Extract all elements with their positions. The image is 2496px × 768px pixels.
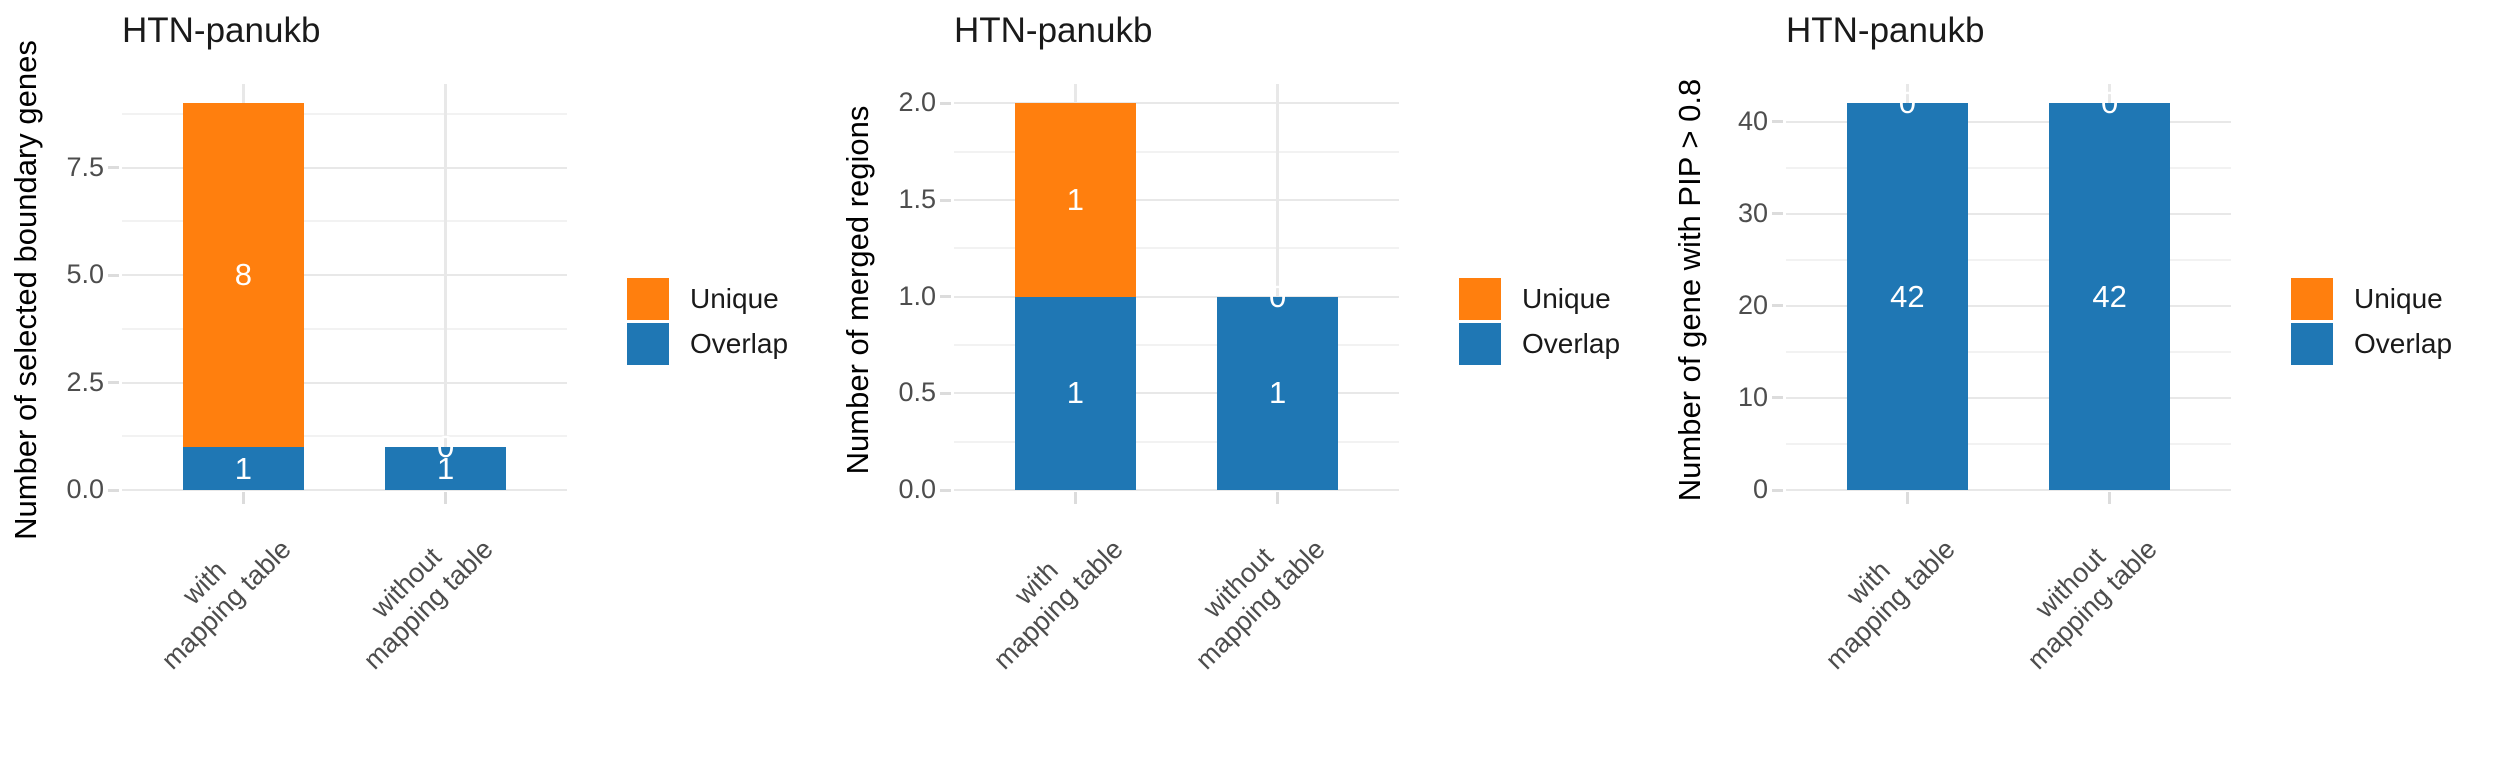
bar-value-label: 1 xyxy=(234,450,252,486)
y-tick-label: 40 xyxy=(1737,105,1768,136)
x-tick-mark xyxy=(1276,492,1280,504)
y-tick-label: 20 xyxy=(1737,289,1768,320)
x-tick-label: without mapping table xyxy=(336,512,500,676)
y-tick-label: 30 xyxy=(1737,197,1768,228)
x-tick-label: with mapping table xyxy=(1797,512,1961,676)
legend-swatch-unique xyxy=(2291,278,2333,320)
y-tick-label: 0.0 xyxy=(898,473,936,504)
chart-title: HTN-panukb xyxy=(954,11,1153,50)
bar-segment-overlap xyxy=(182,447,305,490)
bar-value-label: 42 xyxy=(1890,278,1925,314)
y-tick-label: 0 xyxy=(1752,473,1768,504)
x-tick-mark xyxy=(1905,492,1909,504)
bar-value-label: 0 xyxy=(2101,85,2119,121)
y-tick-mark xyxy=(1772,212,1783,216)
y-tick-mark xyxy=(108,166,119,170)
x-tick-label: without mapping table xyxy=(1168,512,1332,676)
legend-swatch-unique xyxy=(627,278,669,320)
y-tick-label: 7.5 xyxy=(66,151,104,182)
x-tick-label: with mapping table xyxy=(133,512,297,676)
y-axis-title: Number of gene with PIP > 0.8 xyxy=(1672,78,1707,502)
y-tick-mark xyxy=(1772,488,1783,492)
bar-value-label: 0 xyxy=(437,429,455,465)
y-tick-mark xyxy=(1772,396,1783,400)
bar-value-label: 8 xyxy=(234,257,252,293)
y-axis-title: Number of selected boundary genes xyxy=(8,40,43,540)
x-tick-mark xyxy=(444,492,448,504)
y-tick-label: 2.5 xyxy=(66,366,104,397)
legend-swatch-overlap xyxy=(2291,323,2333,365)
y-tick-mark xyxy=(108,488,119,492)
chart-title: HTN-panukb xyxy=(122,11,321,50)
chart-panel-1: 0.0 2.5 5.0 7.5 1 1 8 0 with mapping table without… xyxy=(0,0,832,768)
y-tick-label: 1.0 xyxy=(898,280,936,311)
y-tick-mark xyxy=(940,101,951,105)
bar-segment-overlap xyxy=(1014,296,1137,490)
bar-value-label: 0 xyxy=(1269,278,1287,314)
y-tick-label: 2.0 xyxy=(898,87,936,118)
y-tick-label: 10 xyxy=(1737,381,1768,412)
bar-value-label: 1 xyxy=(1269,375,1287,411)
y-tick-label: 5.0 xyxy=(66,259,104,290)
y-tick-mark xyxy=(108,273,119,277)
y-tick-mark xyxy=(1772,120,1783,124)
bar-value-label: 1 xyxy=(437,450,455,486)
x-tick-label: with mapping table xyxy=(965,512,1129,676)
bar-value-label: 1 xyxy=(1066,182,1084,217)
bar-value-label: 0 xyxy=(1898,85,1916,121)
x-tick-mark xyxy=(241,492,245,504)
bar-segment-overlap xyxy=(2048,103,2171,490)
y-tick-mark xyxy=(940,488,951,492)
x-tick-mark xyxy=(2108,492,2112,504)
legend-swatch-overlap xyxy=(1459,323,1501,365)
x-tick-mark xyxy=(1073,492,1077,504)
y-tick-label: 1.5 xyxy=(898,183,936,214)
chart-panel-2: 0.0 0.5 1.0 1.5 2.0 1 1 1 0 with mapping table with… xyxy=(832,0,1664,768)
legend-label-unique: Unique xyxy=(690,283,779,314)
bar-segment-unique xyxy=(1014,103,1137,297)
y-tick-label: 0.0 xyxy=(66,473,104,504)
x-tick-label: without mapping table xyxy=(2000,512,2164,676)
y-tick-mark xyxy=(940,391,951,395)
legend-swatch-overlap xyxy=(627,323,669,365)
legend-label-unique: Unique xyxy=(1522,283,1611,314)
bar-segment-overlap xyxy=(1216,296,1339,490)
legend-label-overlap: Overlap xyxy=(690,328,789,359)
chart-title: HTN-panukb xyxy=(1786,11,1985,50)
bar-segment-overlap xyxy=(384,447,507,490)
bar-value-label: 42 xyxy=(2092,278,2127,314)
y-tick-mark xyxy=(108,381,119,385)
y-tick-mark xyxy=(940,295,951,299)
bar-value-label: 1 xyxy=(1066,375,1084,411)
chart-panel-3: 0 10 20 30 40 42 42 0 0 with mapping table without m… xyxy=(1664,0,2496,768)
y-tick-label: 0.5 xyxy=(898,377,936,408)
bar-segment-overlap xyxy=(1846,103,1969,490)
bar-segment-unique xyxy=(182,103,305,448)
legend-swatch-unique xyxy=(1459,278,1501,320)
legend-label-overlap: Overlap xyxy=(2354,328,2453,359)
y-tick-mark xyxy=(940,198,951,202)
legend-label-overlap: Overlap xyxy=(1522,328,1621,359)
y-tick-mark xyxy=(1772,304,1783,308)
y-axis-title: Number of merged regions xyxy=(840,105,875,475)
legend-label-unique: Unique xyxy=(2354,283,2443,314)
